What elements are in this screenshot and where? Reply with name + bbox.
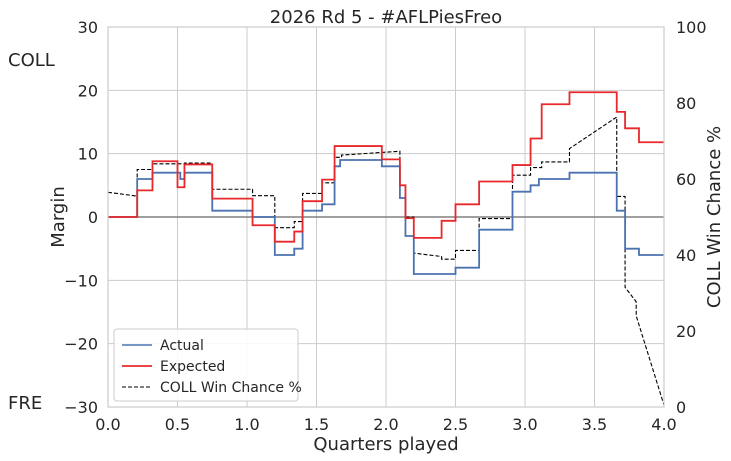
y-tick-label: −20	[64, 335, 98, 354]
y2-axis-title: COLL Win Chance %	[704, 126, 725, 308]
y-axis-title: Margin	[48, 186, 69, 247]
y-tick-label: 20	[78, 81, 98, 100]
y2-tick-label: 0	[676, 398, 686, 417]
chart-title: 2026 Rd 5 - #AFLPiesFreo	[270, 7, 502, 28]
plot-frame	[107, 26, 665, 408]
x-tick-label: 4.0	[651, 415, 676, 434]
x-tick-label: 2.0	[373, 415, 398, 434]
y-tick-label: 0	[88, 208, 98, 227]
x-tick-label: 0.5	[165, 415, 190, 434]
x-axis-title: Quarters played	[313, 434, 458, 455]
legend-label-win-chance: COLL Win Chance %	[160, 380, 302, 396]
legend-label-expected: Expected	[160, 359, 225, 375]
y-tick-label: −30	[64, 398, 98, 417]
legend-label-actual: Actual	[160, 338, 204, 354]
x-tick-label: 1.0	[234, 415, 259, 434]
y2-tick-label: 20	[676, 322, 696, 341]
team-label-top: COLL	[8, 50, 55, 71]
y2-tick-label: 100	[676, 18, 707, 37]
series-line-expected	[108, 91, 664, 243]
axes	[107, 26, 665, 408]
y2-tick-label: 80	[676, 94, 696, 113]
x-tick-label: 2.5	[443, 415, 468, 434]
series-line-actual	[108, 159, 664, 275]
x-tick-label: 0.0	[95, 415, 120, 434]
y-tick-label: 30	[78, 18, 98, 37]
team-label-bottom: FRE	[8, 393, 42, 414]
legend: Actual Expected COLL Win Chance %	[113, 328, 302, 402]
series-lines	[107, 91, 665, 406]
y2-tick-label: 60	[676, 170, 696, 189]
y-tick-label: −10	[64, 271, 98, 290]
legend-box	[113, 328, 299, 402]
x-tick-label: 3.5	[582, 415, 607, 434]
tick-labels: 0.0 0.5 1.0 1.5 2.0 2.5 3.0 3.5 4.03020100−10−20…	[64, 18, 706, 434]
y-tick-label: 10	[78, 145, 98, 164]
x-tick-label: 3.0	[512, 415, 537, 434]
x-tick-label: 1.5	[304, 415, 329, 434]
y2-tick-label: 40	[676, 246, 696, 265]
